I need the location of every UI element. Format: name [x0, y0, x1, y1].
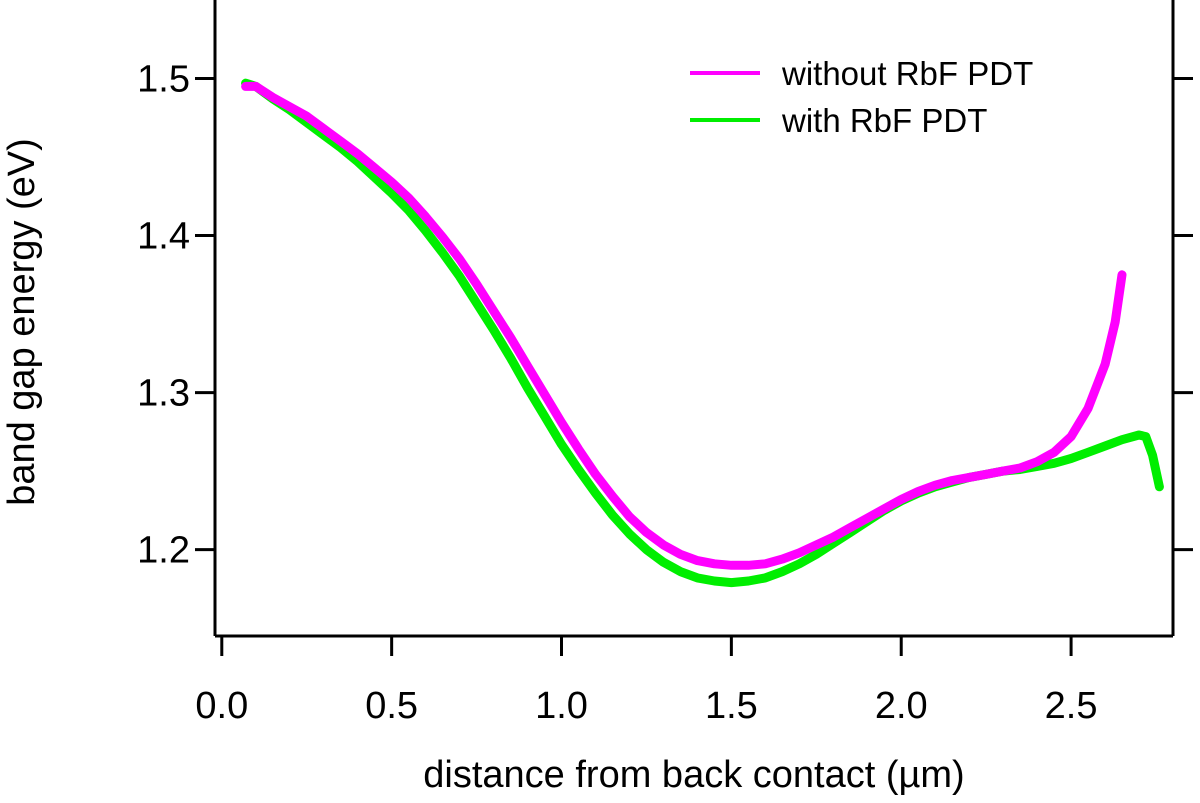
legend-label-without-rbf: without RbF PDT [781, 55, 1033, 92]
y-axis-title: band gap energy (eV) [1, 138, 43, 506]
series-line-with-rbf-pdt [241, 78, 1164, 588]
y-tick-label: 1.4 [137, 216, 190, 258]
x-axis-title: distance from back contact (µm) [423, 754, 964, 796]
y-tick-label: 1.3 [137, 373, 190, 415]
x-tick-label: 0.5 [365, 685, 418, 727]
ticks-layer: 0.0 0.5 1.0 1.5 2.0 2.5 1.2 1.3 1.4 1.5 [137, 59, 1193, 727]
x-tick-label: 0.0 [195, 685, 248, 727]
series-layer [241, 78, 1164, 588]
x-tick-label: 1.5 [705, 685, 758, 727]
plot-frame [213, 0, 1175, 638]
legend-label-with-rbf: with RbF PDT [781, 102, 987, 139]
y-tick-label: 1.5 [137, 59, 190, 101]
x-tick-label: 2.0 [875, 685, 928, 727]
x-tick-label: 2.5 [1045, 685, 1098, 727]
series-line-without-rbf-pdt [241, 81, 1127, 570]
x-tick-label: 1.0 [535, 685, 588, 727]
y-tick-label: 1.2 [137, 530, 190, 572]
legend: without RbF PDT with RbF PDT [690, 55, 1033, 139]
